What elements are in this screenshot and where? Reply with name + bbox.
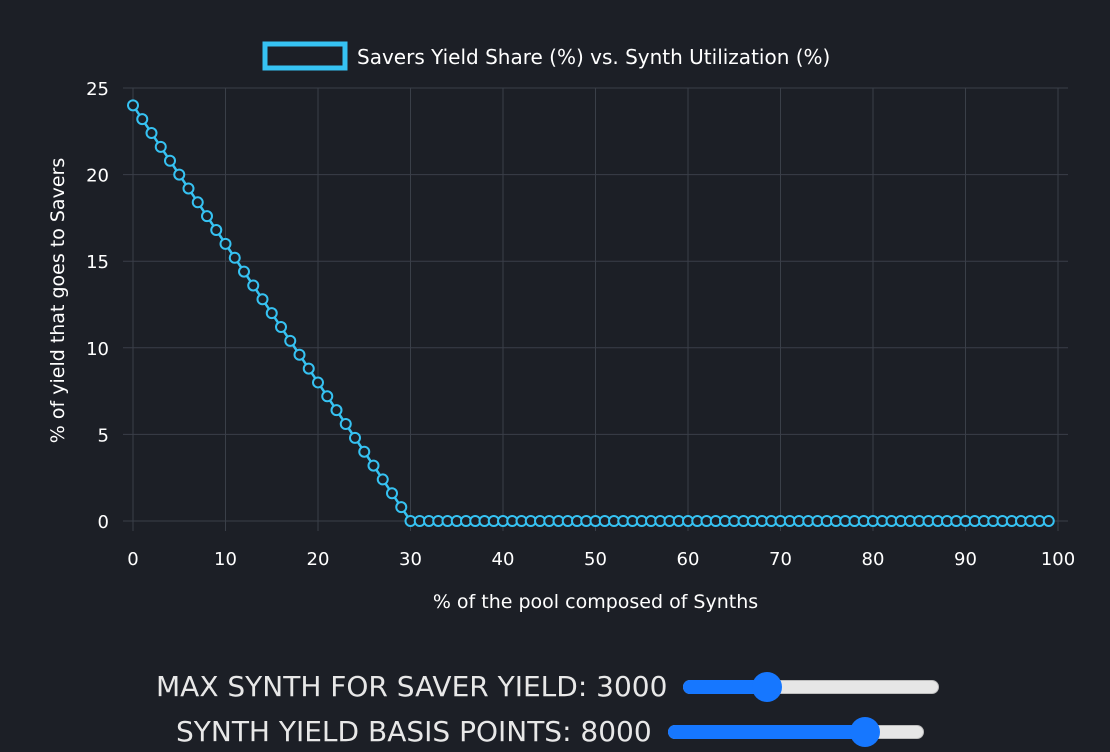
data-point — [265, 307, 278, 320]
y-tick-label: 15 — [86, 252, 109, 273]
data-point — [127, 99, 139, 112]
max-synth-slider-thumb[interactable] — [752, 671, 783, 702]
x-tick-label: 60 — [677, 549, 700, 570]
data-point — [376, 473, 389, 486]
data-point — [358, 445, 371, 458]
data-point — [201, 210, 213, 223]
data-point — [312, 376, 324, 389]
data-point — [173, 168, 186, 181]
basis-points-slider-fill — [667, 724, 865, 739]
data-point — [302, 362, 315, 375]
data-point — [247, 279, 260, 292]
data-point — [219, 237, 232, 250]
basis-points-slider[interactable] — [667, 716, 924, 747]
x-tick-label: 30 — [399, 549, 422, 570]
x-tick-label: 10 — [214, 549, 237, 570]
data-point — [238, 265, 250, 278]
data-point — [154, 140, 167, 153]
x-tick-label: 100 — [1041, 549, 1075, 570]
x-tick-label: 80 — [862, 549, 885, 570]
y-tick-label: 0 — [98, 512, 109, 533]
y-tick-label: 25 — [86, 79, 109, 100]
data-point — [275, 321, 287, 334]
data-point — [321, 390, 334, 403]
data-point — [145, 127, 158, 140]
data-point — [349, 431, 361, 444]
y-tick-label: 20 — [86, 166, 109, 187]
data-point — [395, 501, 408, 514]
x-tick-label: 90 — [954, 549, 977, 570]
data-point — [284, 334, 297, 347]
x-tick-label: 40 — [492, 549, 515, 570]
x-tick-label: 70 — [769, 549, 792, 570]
data-point — [386, 487, 398, 500]
max-synth-slider-fill — [683, 679, 768, 694]
data-point — [191, 196, 204, 209]
x-tick-label: 50 — [584, 549, 607, 570]
max-synth-label: MAX SYNTH FOR SAVER YIELD: 3000 — [156, 670, 668, 703]
x-tick-label: 20 — [307, 549, 330, 570]
y-tick-label: 5 — [98, 425, 109, 446]
y-axis-title: % of yield that goes to Savers — [47, 158, 69, 443]
data-point — [182, 182, 195, 195]
legend-label: Savers Yield Share (%) vs. Synth Utiliza… — [357, 45, 830, 69]
max-synth-control: MAX SYNTH FOR SAVER YIELD: 3000 — [156, 670, 940, 703]
data-point — [256, 293, 269, 306]
legend-swatch — [262, 41, 348, 71]
basis-points-slider-thumb[interactable] — [849, 716, 880, 747]
data-point — [293, 348, 306, 361]
basis-points-label: SYNTH YIELD BASIS POINTS: 8000 — [176, 715, 652, 748]
data-point — [1042, 515, 1055, 527]
data-point — [367, 459, 380, 472]
x-axis-title: % of the pool composed of Synths — [433, 591, 758, 613]
chart-container: 0 10 20 30 40 50 60 70 80 90 100 0 5 10 15 20 25 % of the… — [47, 41, 1075, 613]
basis-points-control: SYNTH YIELD BASIS POINTS: 8000 — [176, 715, 924, 748]
data-point — [164, 154, 176, 167]
y-tick-label: 10 — [86, 339, 109, 360]
data-point — [330, 404, 343, 417]
x-tick-label: 0 — [127, 549, 138, 570]
data-point — [210, 224, 223, 237]
max-synth-slider[interactable] — [683, 671, 940, 702]
data-point — [136, 113, 149, 126]
chart-svg: 0 10 20 30 40 50 60 70 80 90 100 0 5 10 15 20 25 % of the… — [47, 41, 1075, 613]
data-point — [228, 251, 241, 264]
data-point — [339, 418, 352, 431]
